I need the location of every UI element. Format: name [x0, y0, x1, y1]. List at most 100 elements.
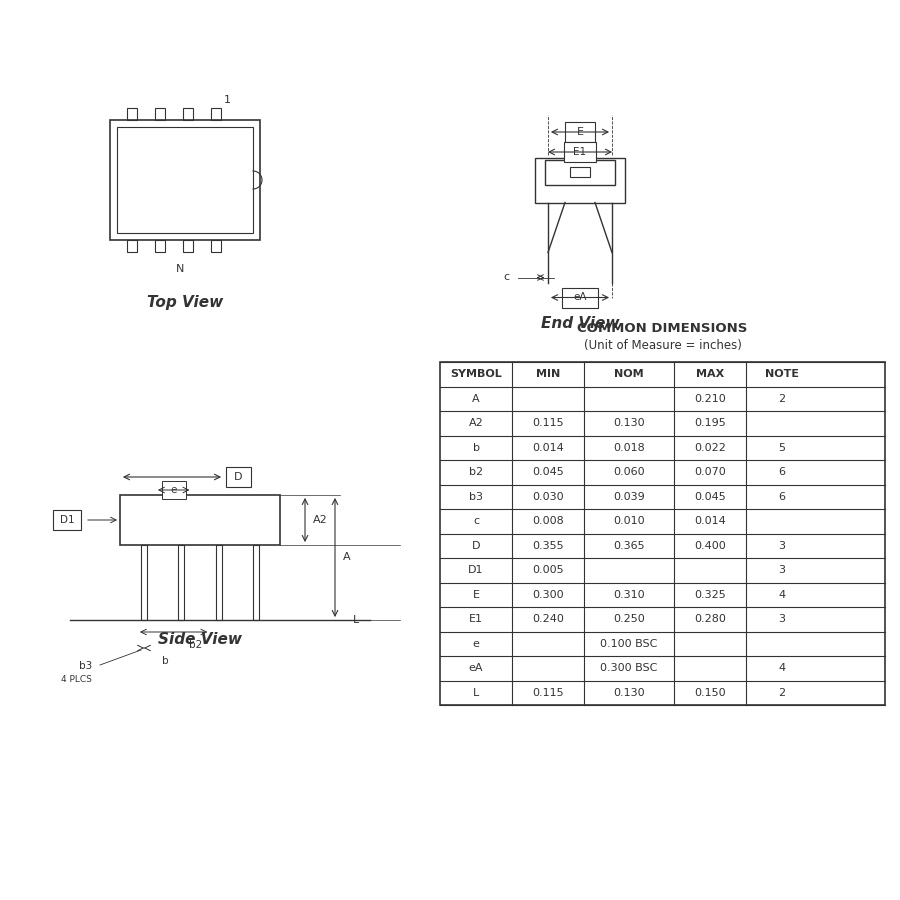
Text: eA: eA: [573, 292, 587, 302]
Bar: [155, 108, 165, 120]
Text: 0.045: 0.045: [694, 491, 726, 502]
Bar: [564, 142, 596, 162]
Text: 0.018: 0.018: [613, 443, 645, 453]
Text: 0.010: 0.010: [613, 517, 644, 526]
Bar: [53, 510, 81, 530]
Text: 0.100 BSC: 0.100 BSC: [600, 639, 658, 649]
Text: c: c: [504, 273, 510, 283]
Text: SYMBOL: SYMBOL: [450, 369, 502, 379]
Text: E1: E1: [573, 147, 587, 157]
Text: 1: 1: [224, 95, 231, 105]
Text: 6: 6: [778, 491, 786, 502]
Text: 0.355: 0.355: [532, 541, 563, 551]
Text: 2: 2: [778, 688, 786, 698]
Text: b: b: [162, 656, 168, 666]
Text: 5: 5: [778, 443, 786, 453]
Bar: [226, 467, 251, 487]
Text: 2: 2: [778, 394, 786, 404]
Bar: [183, 108, 193, 120]
Text: 0.300 BSC: 0.300 BSC: [600, 663, 658, 673]
Bar: [440, 362, 885, 705]
Text: 0.365: 0.365: [613, 541, 644, 551]
Text: 0.045: 0.045: [532, 467, 564, 477]
Text: 6: 6: [778, 467, 786, 477]
Text: 0.280: 0.280: [694, 615, 726, 625]
Text: D1: D1: [59, 515, 75, 525]
Text: 0.014: 0.014: [532, 443, 564, 453]
Text: E: E: [472, 590, 480, 599]
Text: NOM: NOM: [614, 369, 644, 379]
Text: b2: b2: [189, 640, 202, 650]
Bar: [216, 545, 221, 620]
Text: Side View: Side View: [158, 632, 242, 647]
Text: A: A: [343, 553, 351, 562]
Text: MIN: MIN: [536, 369, 560, 379]
Text: 0.022: 0.022: [694, 443, 726, 453]
Bar: [155, 240, 165, 252]
Bar: [141, 545, 147, 620]
Bar: [162, 481, 185, 499]
Bar: [535, 158, 625, 202]
Text: 0.030: 0.030: [532, 491, 563, 502]
Text: 0.130: 0.130: [613, 418, 644, 428]
Text: b: b: [472, 443, 480, 453]
Bar: [565, 122, 595, 142]
Bar: [211, 108, 221, 120]
Text: b3: b3: [469, 491, 483, 502]
Text: 0.005: 0.005: [532, 565, 563, 575]
Text: 0.060: 0.060: [613, 467, 644, 477]
Text: 3: 3: [778, 615, 786, 625]
Text: b3: b3: [79, 661, 92, 671]
Text: c: c: [472, 517, 479, 526]
Text: 0.310: 0.310: [613, 590, 644, 599]
Bar: [178, 545, 184, 620]
Text: 4 PLCS: 4 PLCS: [61, 674, 92, 683]
Text: Top View: Top View: [147, 295, 223, 310]
Text: 0.070: 0.070: [694, 467, 726, 477]
Text: D: D: [234, 472, 243, 482]
Text: 0.325: 0.325: [694, 590, 726, 599]
Text: NOTE: NOTE: [765, 369, 799, 379]
Bar: [211, 240, 221, 252]
Text: A2: A2: [313, 515, 328, 525]
Text: L: L: [353, 615, 359, 625]
Bar: [570, 167, 590, 177]
Text: 3: 3: [778, 565, 786, 575]
Text: 0.115: 0.115: [532, 688, 563, 698]
Text: eA: eA: [469, 663, 483, 673]
Text: 0.195: 0.195: [694, 418, 726, 428]
Text: 0.039: 0.039: [613, 491, 645, 502]
Text: L: L: [472, 688, 479, 698]
Bar: [110, 120, 260, 240]
Text: 0.150: 0.150: [694, 688, 725, 698]
Bar: [120, 495, 280, 545]
Text: 4: 4: [778, 590, 786, 599]
Text: N: N: [176, 264, 184, 274]
Text: A2: A2: [469, 418, 483, 428]
Bar: [562, 287, 598, 308]
Text: 0.240: 0.240: [532, 615, 564, 625]
Text: End View: End View: [541, 316, 619, 330]
Text: (Unit of Measure = inches): (Unit of Measure = inches): [583, 338, 742, 352]
Text: COMMON DIMENSIONS: COMMON DIMENSIONS: [577, 321, 748, 335]
Text: D1: D1: [468, 565, 484, 575]
Text: 3: 3: [778, 541, 786, 551]
Text: 4: 4: [778, 663, 786, 673]
Text: E: E: [577, 127, 583, 137]
Text: 0.400: 0.400: [694, 541, 726, 551]
Text: b2: b2: [469, 467, 483, 477]
Bar: [127, 240, 137, 252]
Text: 0.115: 0.115: [532, 418, 563, 428]
Text: e: e: [472, 639, 480, 649]
Text: A: A: [472, 394, 480, 404]
Bar: [253, 545, 259, 620]
Text: 0.250: 0.250: [613, 615, 645, 625]
Bar: [127, 108, 137, 120]
Text: MAX: MAX: [696, 369, 725, 379]
Bar: [117, 127, 253, 233]
Text: 0.130: 0.130: [613, 688, 644, 698]
Text: E1: E1: [469, 615, 483, 625]
Text: 0.300: 0.300: [532, 590, 563, 599]
Bar: [183, 240, 193, 252]
Text: 0.008: 0.008: [532, 517, 564, 526]
